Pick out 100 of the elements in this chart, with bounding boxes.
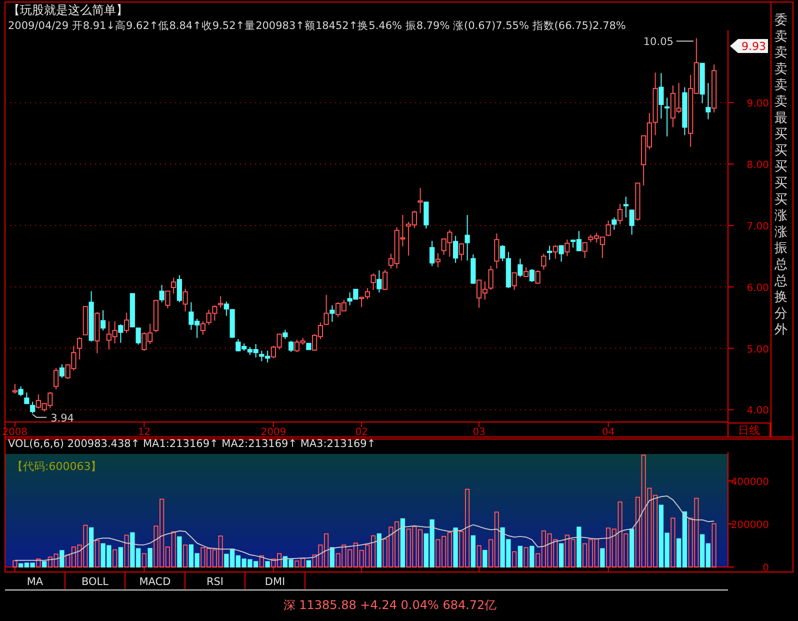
bar <box>400 518 406 568</box>
candlestick <box>488 266 494 290</box>
candlestick <box>558 244 564 262</box>
bar <box>142 553 147 568</box>
text: BOLL <box>82 576 109 588</box>
candlestick <box>552 244 558 260</box>
candlestick <box>430 240 435 266</box>
bar <box>306 560 312 568</box>
candlestick <box>629 210 634 236</box>
candlestick <box>118 324 124 344</box>
bar <box>177 536 182 568</box>
bar <box>376 533 382 568</box>
text: RSI <box>206 576 224 588</box>
candlestick <box>547 245 552 260</box>
bar <box>476 545 482 568</box>
bar <box>558 543 564 568</box>
candlestick <box>582 242 588 259</box>
candlestick <box>658 72 664 120</box>
candlestick <box>218 296 224 308</box>
candlestick <box>159 284 164 303</box>
bar <box>530 546 534 568</box>
text: 9.93 <box>742 40 766 53</box>
bar <box>330 547 335 568</box>
candlestick <box>664 97 670 137</box>
candlestick <box>564 239 570 257</box>
x-tick-label: 03 <box>472 427 486 438</box>
text: 深 11385.88 +4.24 0.04% 684.72亿 <box>283 598 497 612</box>
candlestick <box>424 202 429 230</box>
annotation: 【代码:600063】 <box>12 460 102 473</box>
candlestick <box>200 320 206 336</box>
candlestick <box>512 272 517 290</box>
y-tick-label: 5.00 <box>746 344 769 356</box>
bar <box>259 555 264 568</box>
candlestick <box>124 312 130 334</box>
y-tick-label: 0 <box>762 563 769 574</box>
x-tick-label: 2009 <box>260 427 286 438</box>
bar <box>112 549 118 568</box>
bar <box>629 528 634 568</box>
candlestick <box>288 340 294 352</box>
candlestick <box>359 296 364 308</box>
bar <box>88 527 94 568</box>
bar <box>470 535 476 568</box>
candlestick <box>176 274 182 303</box>
y-tick-label: 400000 <box>730 476 769 488</box>
candlestick <box>494 232 500 269</box>
bar <box>670 518 676 568</box>
annotation: 10.05 <box>643 36 674 48</box>
candlestick <box>464 214 470 261</box>
x-tick-label: 12 <box>138 427 151 438</box>
y-tick-label: 8.00 <box>746 160 769 172</box>
bar <box>42 561 47 568</box>
candlestick <box>182 288 188 312</box>
bar <box>482 550 488 568</box>
candlestick <box>30 401 36 414</box>
candlestick <box>100 310 106 331</box>
candlestick <box>165 290 170 309</box>
bar <box>124 534 129 568</box>
text: DMI <box>264 576 286 588</box>
candlestick <box>12 383 18 394</box>
y-tick-label: 4.00 <box>746 406 769 417</box>
candlestick <box>24 392 30 404</box>
candlestick <box>136 328 141 346</box>
candlestick <box>54 367 59 390</box>
candlestick <box>370 272 376 290</box>
x-tick-label: 04 <box>602 427 615 438</box>
candlestick <box>382 269 388 290</box>
bar <box>118 547 124 568</box>
bar <box>148 548 152 568</box>
candlestick <box>518 258 523 278</box>
candlestick <box>541 253 546 270</box>
x-tick-label: 02 <box>355 427 368 438</box>
candlestick <box>324 294 329 326</box>
y-tick-label: 200000 <box>730 520 769 531</box>
y-tick-label: 7.00 <box>746 221 769 232</box>
candlestick <box>623 196 628 218</box>
text: MA <box>26 576 44 588</box>
text: 日线 <box>738 424 760 437</box>
candlestick <box>458 242 464 261</box>
candlestick <box>706 82 711 120</box>
y-tick-label: 9.00 <box>746 98 769 110</box>
bar <box>518 546 523 568</box>
candlestick <box>330 304 335 322</box>
bar <box>265 561 270 568</box>
chart-subtitle: 2009/04/29 开8.91↓高9.62↑低8.84↑收9.52↑量200983↑额18452↑换5.46% 振8.79% 涨(0.67)7.55% 指数(66.75)2.78% <box>8 19 626 32</box>
candlestick <box>282 329 288 340</box>
candlestick <box>364 288 370 300</box>
bar <box>12 560 18 568</box>
annotation: 3.94 <box>50 412 74 424</box>
bar <box>712 523 716 568</box>
bar <box>524 547 528 568</box>
candlestick <box>535 270 540 284</box>
bar <box>182 544 188 568</box>
bar <box>94 540 100 568</box>
candlestick <box>529 268 534 282</box>
y-tick-label: 6.00 <box>746 282 769 294</box>
candlestick <box>453 235 458 264</box>
line-series <box>14 495 715 561</box>
candlestick <box>376 270 382 293</box>
candlestick <box>612 216 617 230</box>
candlestick <box>418 188 423 214</box>
